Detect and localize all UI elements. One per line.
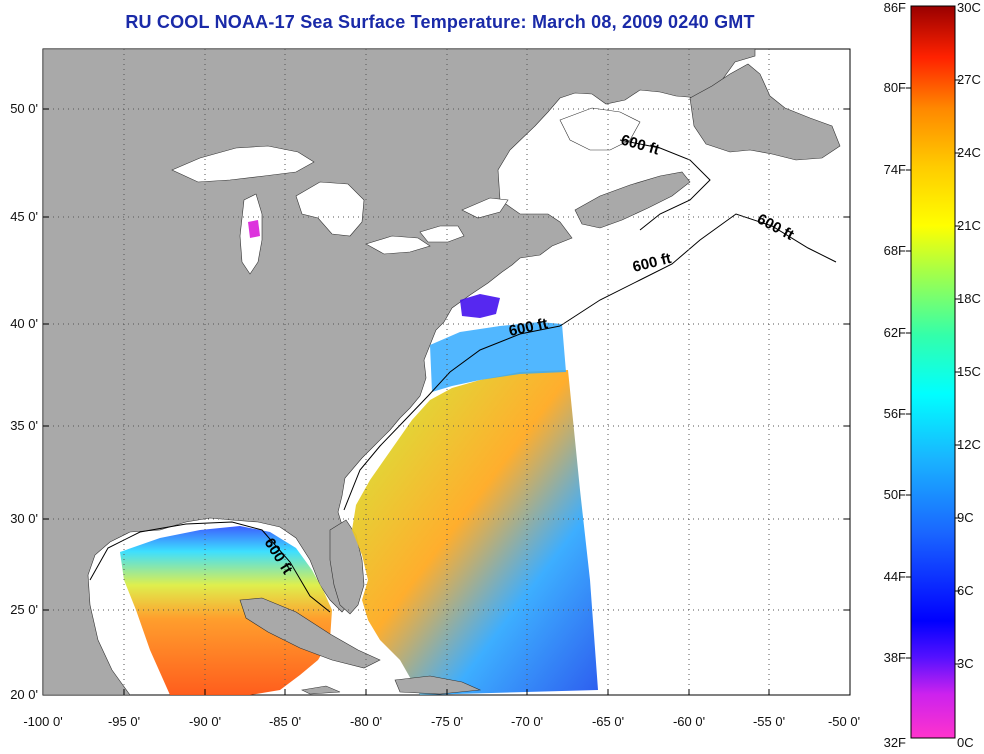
lon-label: -65 0' xyxy=(591,714,625,729)
gulf-sst xyxy=(120,526,332,695)
colorbar-c-label: 27C xyxy=(957,72,981,87)
colorbar-c-label: 12C xyxy=(957,437,981,452)
map-title: RU COOL NOAA-17 Sea Surface Temperature:… xyxy=(125,12,755,32)
colorbar-c-label: 21C xyxy=(957,218,981,233)
land-novascotia xyxy=(574,171,691,229)
lat-label: 40 0' xyxy=(10,316,38,331)
land-mass xyxy=(43,49,756,695)
colorbar-f-label: 32F xyxy=(883,735,906,750)
great-lakes xyxy=(171,107,641,275)
colorbar-f-label: 68F xyxy=(883,243,906,258)
lat-label: 50 0' xyxy=(10,101,38,116)
colorbar-f-label: 74F xyxy=(883,162,906,177)
colorbar-f-label: 38F xyxy=(883,650,906,665)
colorbar xyxy=(910,5,956,739)
northeast-sst xyxy=(430,322,566,392)
colorbar-f-label: 86F xyxy=(883,0,906,15)
colorbar-f-label: 56F xyxy=(883,406,906,421)
colorbar-c-label: 30C xyxy=(957,0,981,15)
colorbar-ticks xyxy=(906,79,960,665)
colorbar-c-label: 0C xyxy=(957,735,974,750)
land-maritimes xyxy=(689,63,841,161)
colorbar-f-label: 44F xyxy=(883,569,906,584)
colorbar-f-label: 50F xyxy=(883,487,906,502)
depth-contour-600ft xyxy=(89,139,837,613)
colorbar-c-label: 15C xyxy=(957,364,981,379)
lon-label: -55 0' xyxy=(752,714,786,729)
colorbar-c-label: 18C xyxy=(957,291,981,306)
axis-ticks xyxy=(43,108,850,695)
lat-label: 45 0' xyxy=(10,209,38,224)
lat-label: 25 0' xyxy=(10,602,38,617)
lon-label: -95 0' xyxy=(107,714,141,729)
lon-label: -80 0' xyxy=(349,714,383,729)
colorbar-c-label: 24C xyxy=(957,145,981,160)
lon-label: -100 0' xyxy=(23,714,63,729)
coastal-cold-sst xyxy=(460,294,500,318)
lon-label: -85 0' xyxy=(268,714,302,729)
lon-label: -60 0' xyxy=(672,714,706,729)
lat-label: 20 0' xyxy=(10,687,38,702)
colorbar-f-label: 62F xyxy=(883,325,906,340)
lon-label: -90 0' xyxy=(188,714,222,729)
lat-label: 35 0' xyxy=(10,418,38,433)
caribbean-islands xyxy=(239,597,482,695)
atlantic-sst xyxy=(352,370,598,695)
lat-label: 30 0' xyxy=(10,511,38,526)
lake-michigan-sst xyxy=(248,220,260,238)
colorbar-f-label: 80F xyxy=(883,80,906,95)
colorbar-c-label: 9C xyxy=(957,510,974,525)
colorbar-c-label: 6C xyxy=(957,583,974,598)
lon-label: -50 0' xyxy=(827,714,861,729)
lon-label: -70 0' xyxy=(510,714,544,729)
lon-label: -75 0' xyxy=(430,714,464,729)
colorbar-c-label: 3C xyxy=(957,656,974,671)
